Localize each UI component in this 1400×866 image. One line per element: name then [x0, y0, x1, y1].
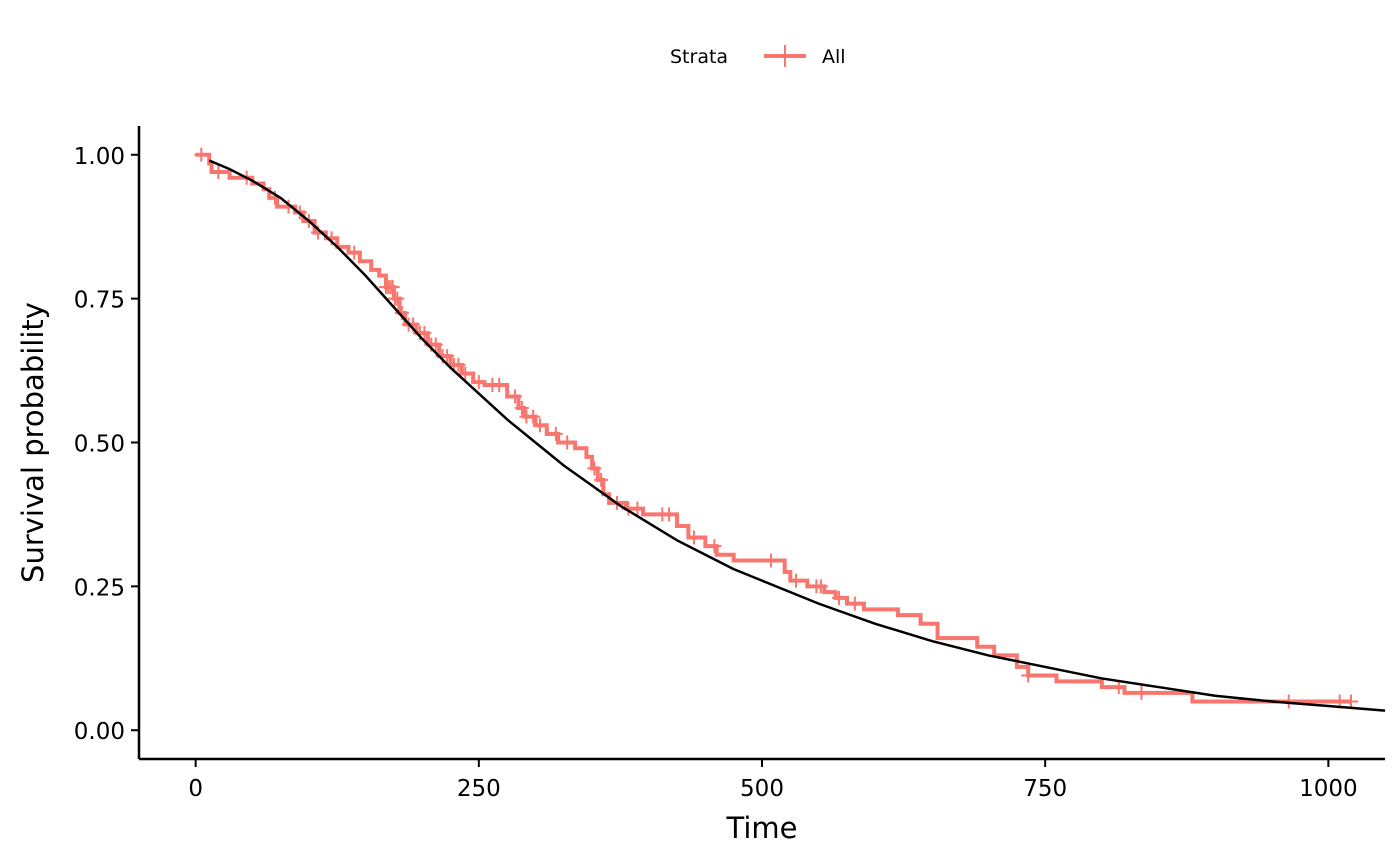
- censor-mark: [514, 400, 529, 415]
- y-tick-label: 0.00: [74, 719, 125, 745]
- x-tick-label: 250: [457, 776, 501, 802]
- censor-mark: [194, 147, 209, 162]
- censor-mark: [347, 245, 362, 260]
- censor-mark: [764, 553, 779, 568]
- censor-mark: [832, 590, 847, 605]
- censor-mark: [594, 472, 609, 487]
- legend-entry-all: All: [822, 46, 846, 68]
- legend: Strata All: [670, 45, 846, 68]
- y-tick-label: 0.25: [74, 575, 125, 601]
- censor-mark: [532, 418, 547, 433]
- censor-mark: [687, 530, 702, 545]
- censor-mark: [587, 461, 602, 476]
- censor-mark: [385, 280, 400, 295]
- censor-mark: [788, 573, 803, 588]
- censor-mark: [492, 377, 507, 392]
- x-axis-title: Time: [726, 811, 798, 845]
- x-tick-label: 500: [740, 776, 784, 802]
- censor-mark: [211, 165, 226, 180]
- censor-mark: [451, 357, 466, 372]
- x-tick-label: 750: [1023, 776, 1067, 802]
- censor-mark: [1134, 685, 1149, 700]
- y-axis-title: Survival probability: [16, 302, 50, 583]
- km-step-line: [195, 152, 1352, 704]
- x-tick-label: 0: [188, 776, 203, 802]
- censor-mark: [526, 409, 541, 424]
- censor-mark: [508, 389, 523, 404]
- censor-mark: [548, 426, 563, 441]
- censor-mark: [707, 539, 722, 554]
- censor-mark: [440, 349, 455, 364]
- legend-key-all: [764, 45, 806, 67]
- y-tick-label: 1.00: [74, 144, 125, 170]
- censor-mark: [417, 326, 432, 341]
- y-tick-label: 0.75: [74, 288, 125, 314]
- fitted-curve: [208, 159, 1386, 712]
- censor-mark: [471, 375, 486, 390]
- censor-mark: [813, 579, 828, 594]
- censor-mark: [1344, 694, 1359, 709]
- legend-title: Strata: [670, 46, 728, 68]
- censor-mark: [390, 291, 405, 306]
- censor-mark: [458, 366, 473, 381]
- censor-mark: [847, 596, 862, 611]
- censor-mark: [1021, 668, 1036, 683]
- plot-area: [194, 147, 1386, 712]
- censor-mark: [560, 435, 575, 450]
- x-tick-label: 1000: [1299, 776, 1358, 802]
- y-tick-label: 0.50: [74, 432, 125, 458]
- censor-mark: [1111, 680, 1126, 695]
- axes: 0 250 500 750 1000 0.00 0.25 0.50 0.75 1.00: [74, 126, 1385, 802]
- censor-mark: [428, 337, 443, 352]
- censor-mark: [630, 501, 645, 516]
- censor-mark: [662, 507, 677, 522]
